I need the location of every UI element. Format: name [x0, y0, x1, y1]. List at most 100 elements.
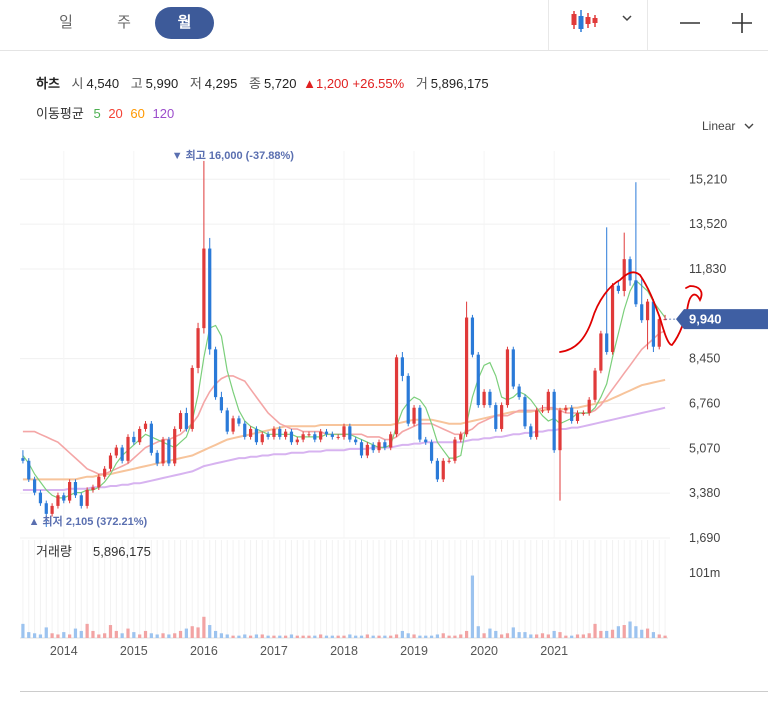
volume-bar — [301, 635, 305, 638]
scale-selector[interactable]: Linear — [702, 119, 755, 133]
candle-body — [178, 413, 183, 429]
open-label: 시 — [71, 76, 84, 91]
candle-body — [558, 410, 562, 451]
x-tick-label: 2019 — [400, 644, 428, 658]
hand-annotation — [559, 271, 703, 353]
tab-monthly[interactable]: 월 — [155, 7, 214, 39]
tab-daily[interactable]: 일 — [59, 14, 73, 31]
candle-body — [610, 285, 615, 353]
volume-bar — [622, 625, 626, 638]
x-tick-label: 2017 — [260, 644, 288, 658]
volume-bar — [377, 635, 381, 638]
low-value: 4,295 — [204, 76, 238, 91]
y-tick-label: 5,070 — [689, 441, 720, 455]
volume-bar — [330, 635, 334, 638]
x-tick-label: 2016 — [190, 644, 218, 658]
candle-body — [108, 455, 113, 469]
candle-body — [651, 301, 656, 347]
volume-bar — [517, 632, 521, 638]
candle-body — [377, 442, 381, 451]
high-value: 5,990 — [145, 76, 179, 91]
candle-body — [365, 444, 369, 456]
candle-body — [132, 436, 136, 443]
candle-body — [50, 505, 54, 514]
ma-5-line — [22, 279, 666, 499]
price-grid — [20, 151, 670, 539]
x-tick-label: 2014 — [50, 644, 78, 658]
candle-body — [494, 405, 498, 429]
candle-body — [383, 442, 387, 448]
candle-body — [552, 391, 556, 451]
ma-120-line — [22, 406, 666, 491]
volume-value: 5,896,175 — [430, 76, 489, 91]
candle-body — [447, 460, 451, 462]
candle-body — [213, 349, 218, 398]
volume-bar — [540, 633, 545, 638]
volume-bar — [68, 634, 72, 638]
y-tick-label: 8,450 — [689, 352, 720, 366]
current-price-tag: 9,940 — [665, 309, 768, 330]
low-label: 저 — [189, 76, 202, 91]
volume-bar — [173, 633, 177, 638]
volume-bar — [558, 632, 562, 638]
candle-body — [126, 436, 130, 461]
candle-body — [529, 426, 533, 437]
volume-bar — [634, 626, 638, 638]
candle-body — [394, 357, 399, 435]
candle-body — [44, 503, 48, 514]
candle-body — [167, 439, 171, 464]
candle-body — [470, 317, 475, 355]
candle-body — [359, 442, 364, 456]
chart-type-button[interactable] — [548, 0, 648, 50]
volume-bar — [313, 635, 317, 638]
candle-body — [208, 248, 212, 350]
volume-bar — [143, 630, 148, 638]
candle-body — [342, 426, 346, 437]
volume-bar — [284, 635, 288, 638]
time-axis: 2014 2015 2016 2017 2018 2019 2020 2021 — [50, 644, 568, 658]
volume-bar — [394, 634, 399, 638]
x-tick-label: 2018 — [330, 644, 358, 658]
volume-bar — [278, 635, 282, 638]
volume-bar — [616, 626, 620, 638]
min-price-label: ▲ 최저 2,105 (372.21%) — [29, 514, 148, 528]
volume-bar — [412, 634, 416, 638]
volume-bar — [482, 633, 486, 638]
candle-body — [482, 391, 486, 406]
candle-body — [21, 458, 25, 461]
candle-body — [412, 407, 416, 424]
candle-body — [324, 431, 329, 435]
candle-body — [289, 431, 294, 443]
candle-body — [313, 434, 317, 440]
volume-bar — [85, 623, 89, 638]
ma-label: 이동평균 — [36, 106, 84, 121]
candle-body — [272, 428, 276, 437]
candle-body — [68, 482, 72, 501]
candle-body — [406, 375, 410, 424]
volume-bar — [406, 633, 410, 638]
volume-bar — [459, 634, 463, 638]
zoom-in-button[interactable] — [727, 8, 757, 38]
volume-bar — [464, 630, 469, 638]
y-tick-label: 1,690 — [689, 531, 720, 545]
volume-bar — [552, 630, 556, 638]
candle-body — [248, 428, 253, 437]
candle-body — [587, 399, 591, 414]
candle-body — [155, 452, 159, 464]
candle-body — [301, 434, 305, 440]
candle-body — [243, 423, 247, 437]
moving-average-lines — [22, 279, 666, 499]
volume-bar — [289, 634, 294, 638]
candle-body — [79, 495, 83, 506]
candle-body — [295, 439, 299, 443]
scale-label: Linear — [702, 119, 736, 133]
x-tick-label: 2020 — [470, 644, 498, 658]
candle-body — [517, 386, 521, 398]
zoom-out-button[interactable] — [675, 8, 705, 38]
ma-120: 120 — [152, 106, 175, 121]
volume-bar — [581, 634, 585, 638]
y-tick-label: 13,520 — [689, 217, 727, 231]
chart-labels: ▼ 최고 16,000 (-37.88%) ▲ 최저 2,105 (372.21… — [29, 148, 721, 580]
tab-weekly[interactable]: 주 — [117, 14, 131, 31]
candle-body — [546, 391, 550, 411]
